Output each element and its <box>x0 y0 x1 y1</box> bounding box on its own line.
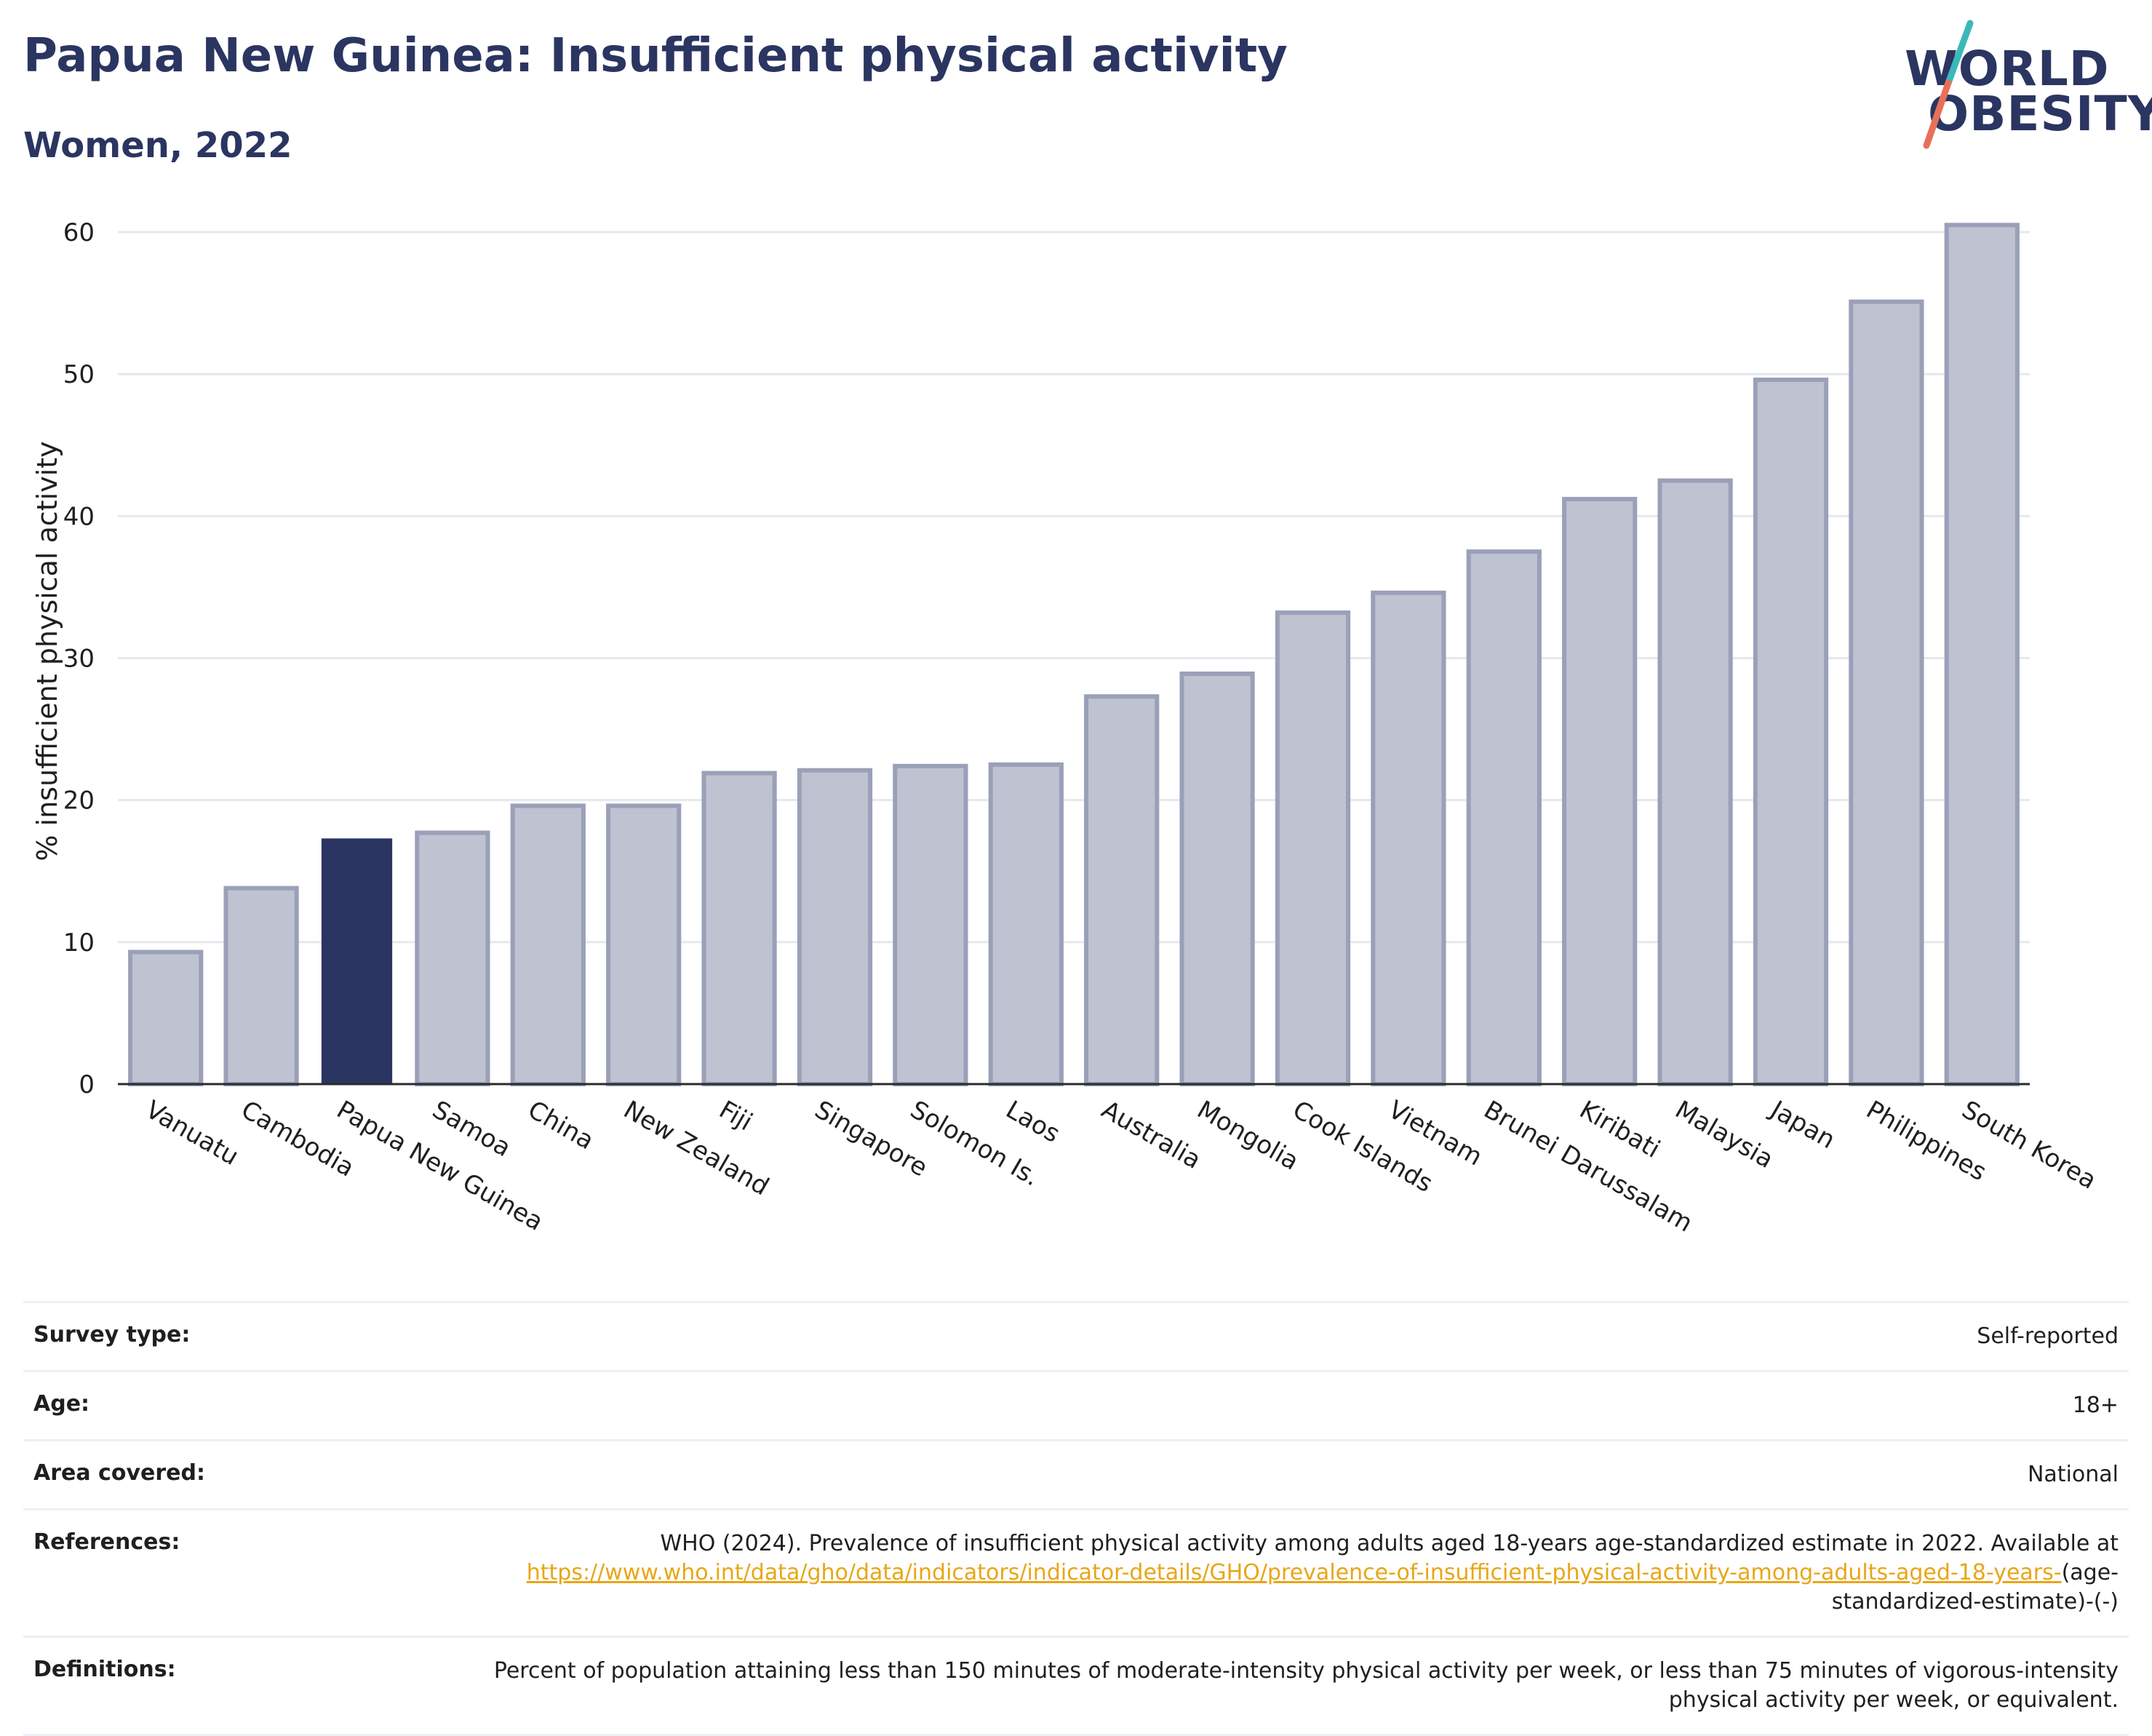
page-subtitle: Women, 2022 <box>23 125 292 166</box>
bar-fiji <box>701 771 777 1087</box>
reference-link[interactable]: https://www.who.int/data/gho/data/indica… <box>526 1560 2062 1585</box>
info-row-definitions: Definitions: Percent of population attai… <box>23 1638 2129 1736</box>
bar-kiribati <box>1562 496 1638 1086</box>
bar-philippines <box>1849 299 1924 1087</box>
x-tick-label: Vanuatu <box>140 1095 243 1171</box>
bar-solomon-is <box>893 763 968 1086</box>
info-row-survey-type: Survey type: Self-reported <box>23 1303 2129 1372</box>
bar-singapore <box>797 768 873 1086</box>
bar-chart: 0 10 20 30 40 50 60 % insufficient physical act… <box>31 218 2101 1238</box>
x-tick-label: Fiji <box>714 1095 757 1136</box>
bar-china <box>510 803 586 1087</box>
bar-vietnam <box>1371 590 1446 1086</box>
x-tick-label: Japan <box>1764 1094 1840 1155</box>
info-row-age: Age: 18+ <box>23 1372 2129 1441</box>
info-label: Area covered: <box>33 1460 205 1486</box>
info-row-references: References: WHO (2024). Prevalence of in… <box>23 1510 2129 1638</box>
bar-samoa <box>415 830 490 1086</box>
y-axis-title: % insufficient physical activity <box>31 441 63 861</box>
logo-word-obesity: OBESITY <box>1928 86 2152 142</box>
info-label: References: <box>33 1529 180 1555</box>
info-table: Survey type: Self-reported Age: 18+ Area… <box>23 1301 2129 1736</box>
logo-word-world: WORLD <box>1905 41 2110 97</box>
info-row-area: Area covered: National <box>23 1441 2129 1510</box>
bar-japan <box>1753 378 1829 1086</box>
bar-australia <box>1084 694 1160 1086</box>
info-value: Self-reported <box>1977 1323 2119 1349</box>
info-label: Age: <box>33 1391 90 1417</box>
bar-malaysia <box>1657 478 1733 1086</box>
x-tick-label: China <box>523 1095 599 1155</box>
bar-vanuatu <box>128 949 204 1086</box>
y-tick-label: 10 <box>63 928 95 957</box>
y-tick-label: 50 <box>63 360 95 389</box>
bar-new-zealand <box>606 803 682 1087</box>
info-value: WHO (2024). Prevalence of insufficient p… <box>482 1529 2119 1617</box>
y-tick-label: 40 <box>63 502 95 531</box>
world-obesity-logo: WORLD OBESITY <box>1884 17 2152 156</box>
info-value: National <box>2027 1462 2119 1487</box>
bar-papua-new-guinea <box>321 838 393 1084</box>
bar-laos <box>988 762 1064 1086</box>
y-tick-label: 30 <box>63 645 95 674</box>
reference-suffix: (age-standardized-estimate)-(-) <box>1831 1560 2119 1614</box>
page-title: Papua New Guinea: Insufficient physical … <box>23 29 1288 83</box>
y-tick-label: 0 <box>79 1070 95 1099</box>
bar-cambodia <box>223 885 299 1086</box>
y-tick-label: 60 <box>63 218 95 247</box>
x-tick-label: Australia <box>1096 1095 1205 1175</box>
bar-cook-islands <box>1275 610 1351 1086</box>
bar-brunei-darussalam <box>1466 549 1542 1087</box>
x-tick-label: Laos <box>1001 1095 1065 1149</box>
bar-mongolia <box>1179 671 1255 1086</box>
y-tick-label: 20 <box>63 787 95 816</box>
bar-south-korea <box>1944 223 2020 1087</box>
reference-text: WHO (2024). Prevalence of insufficient p… <box>660 1531 2119 1556</box>
slash-mark-icon <box>1923 20 1974 149</box>
x-tick-label: Mongolia <box>1192 1095 1304 1176</box>
info-value: Percent of population attaining less tha… <box>493 1658 2119 1713</box>
info-label: Definitions: <box>33 1657 176 1682</box>
info-label: Survey type: <box>33 1322 191 1347</box>
x-tick-label: Malaysia <box>1670 1095 1779 1174</box>
info-value: 18+ <box>2072 1393 2119 1418</box>
